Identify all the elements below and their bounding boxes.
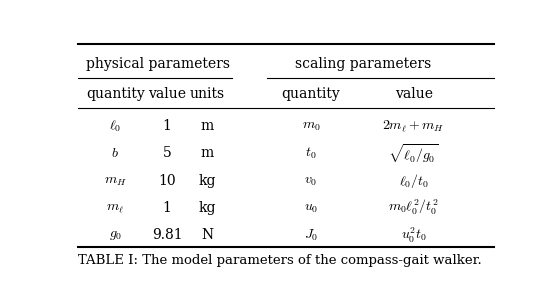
Text: $t_0$: $t_0$ (305, 146, 317, 161)
Text: $u_0$: $u_0$ (304, 201, 318, 215)
Text: $m_0$: $m_0$ (302, 119, 320, 133)
Text: kg: kg (199, 174, 216, 188)
Text: 9.81: 9.81 (152, 228, 182, 242)
Text: 10: 10 (158, 174, 176, 188)
Text: $J_0$: $J_0$ (304, 227, 318, 243)
Text: $\sqrt{\ell_0/g_0}$: $\sqrt{\ell_0/g_0}$ (388, 142, 439, 165)
Text: 1: 1 (162, 201, 171, 215)
Text: 5: 5 (163, 146, 171, 160)
Text: N: N (201, 228, 213, 242)
Text: quantity: quantity (282, 87, 340, 101)
Text: $m_0\ell_0^2/t_0^2$: $m_0\ell_0^2/t_0^2$ (388, 198, 439, 218)
Text: kg: kg (199, 201, 216, 215)
Text: m: m (201, 119, 214, 133)
Text: m: m (201, 146, 214, 160)
Text: $\ell_0/t_0$: $\ell_0/t_0$ (398, 172, 429, 190)
Text: $u_0^2 t_0$: $u_0^2 t_0$ (401, 226, 426, 245)
Text: units: units (190, 87, 225, 101)
Text: scaling parameters: scaling parameters (295, 57, 431, 71)
Text: value: value (148, 87, 186, 101)
Text: $m_\ell$: $m_\ell$ (106, 201, 124, 215)
Text: value: value (395, 87, 432, 101)
Text: $\ell_0$: $\ell_0$ (109, 118, 121, 134)
Text: quantity: quantity (86, 87, 145, 101)
Text: 1: 1 (162, 119, 171, 133)
Text: TABLE I: The model parameters of the compass-gait walker.: TABLE I: The model parameters of the com… (78, 254, 482, 267)
Text: $2m_\ell + m_H$: $2m_\ell + m_H$ (382, 118, 445, 134)
Text: $m_H$: $m_H$ (104, 174, 127, 188)
Text: $v_0$: $v_0$ (305, 174, 318, 188)
Text: $b$: $b$ (111, 146, 119, 160)
Text: $g_0$: $g_0$ (109, 228, 122, 242)
Text: physical parameters: physical parameters (86, 57, 230, 71)
